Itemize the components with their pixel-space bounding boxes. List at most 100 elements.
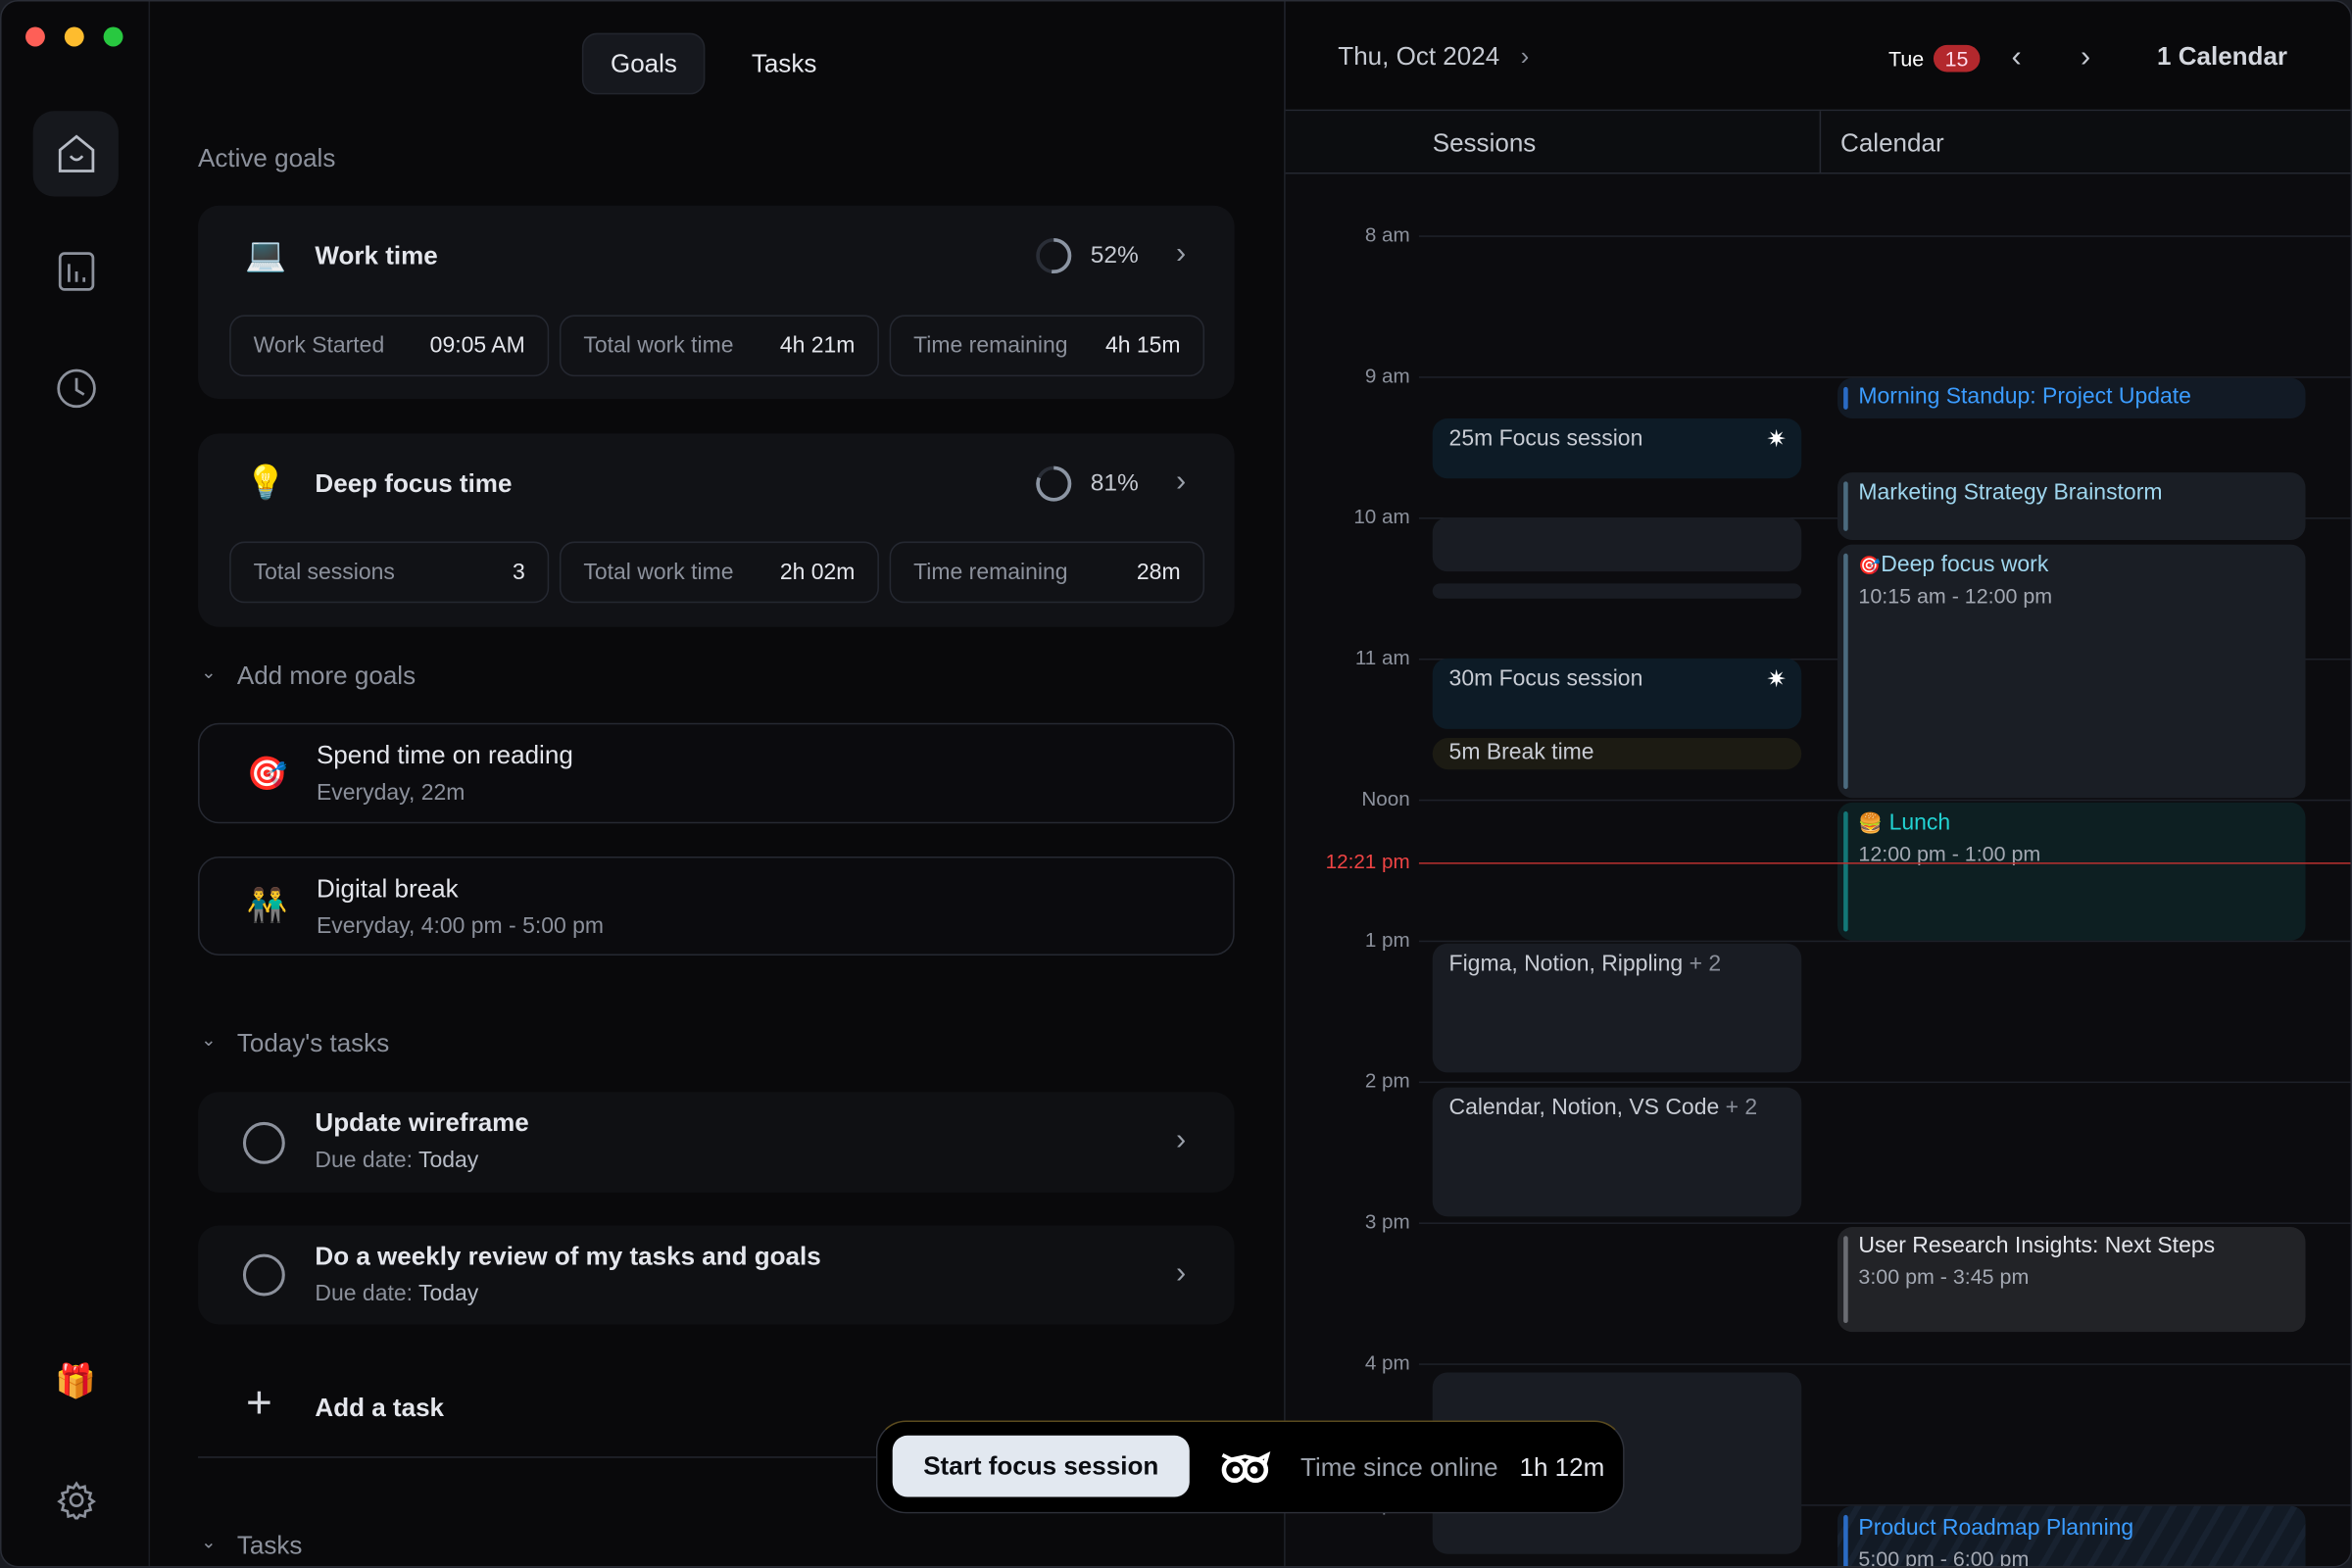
- add-task-button[interactable]: + Add a task: [198, 1378, 648, 1436]
- prev-day-button[interactable]: ‹: [2011, 40, 2022, 74]
- progress-percent: 81%: [1090, 470, 1139, 497]
- tab-tasks[interactable]: Tasks: [751, 48, 817, 77]
- task-weekly-review[interactable]: Do a weekly review of my tasks and goals…: [198, 1225, 1235, 1325]
- goal-subtitle: Everyday, 22m: [316, 779, 466, 806]
- gear-icon: [56, 1480, 96, 1519]
- chevron-right-icon[interactable]: ›: [1175, 236, 1187, 270]
- chevron-down-icon[interactable]: ⌄: [201, 1531, 217, 1553]
- stat-total-sessions: Total sessions 3: [229, 541, 550, 604]
- online-label: Time since online: [1300, 1453, 1498, 1483]
- active-goals-heading: Active goals: [198, 143, 336, 173]
- tasks-heading[interactable]: Tasks: [236, 1531, 303, 1560]
- divider: [1819, 111, 1822, 173]
- hour-label: 2 pm: [1364, 1069, 1410, 1093]
- sidebar-item-home[interactable]: [32, 111, 119, 197]
- suggested-goal-digital-break[interactable]: 👬 Digital break Everyday, 4:00 pm - 5:00…: [198, 856, 1235, 956]
- hour-label: 3 pm: [1364, 1210, 1410, 1234]
- event-user-research[interactable]: User Research Insights: Next Steps 3:00 p…: [1837, 1227, 2306, 1333]
- sparkle-icon: ✷: [1766, 667, 1787, 694]
- hour-line: [1418, 1363, 2351, 1365]
- progress-ring: [1036, 237, 1072, 273]
- task-title: Do a weekly review of my tasks and goals: [315, 1242, 821, 1271]
- laptop-icon: 💻: [244, 235, 286, 273]
- tab-goals[interactable]: Goals: [581, 32, 707, 95]
- maximize-window-button[interactable]: [103, 26, 123, 47]
- clock-icon: [56, 368, 96, 408]
- event-lunch[interactable]: 🍔 Lunch 12:00 pm - 1:00 pm: [1837, 802, 2306, 941]
- home-icon: [58, 133, 94, 172]
- session-block[interactable]: [1432, 583, 1802, 599]
- task-update-wireframe[interactable]: Update wireframe Due date: Today ›: [198, 1092, 1235, 1193]
- day-badge: 15: [1933, 44, 1981, 73]
- session-block[interactable]: [1432, 517, 1802, 572]
- add-more-goals-heading[interactable]: Add more goals: [236, 661, 416, 691]
- settings-button[interactable]: [33, 1456, 119, 1542]
- hour-line: [1418, 376, 2351, 378]
- session-focus-30m[interactable]: 30m Focus session ✷: [1432, 658, 1802, 729]
- suggested-goal-reading[interactable]: 🎯 Spend time on reading Everyday, 22m: [198, 722, 1235, 824]
- chevron-right-icon[interactable]: ›: [1175, 465, 1187, 499]
- goal-card-deep-focus[interactable]: 💡 Deep focus time 81% › Total sessions 3 …: [198, 433, 1235, 627]
- hour-label: 9 am: [1364, 364, 1410, 387]
- session-apps[interactable]: Figma, Notion, Rippling + 2: [1432, 943, 1802, 1073]
- column-sessions: Sessions: [1432, 128, 1537, 158]
- goal-title: Deep focus time: [315, 469, 513, 499]
- date-picker[interactable]: Thu, Oct 2024 ›: [1338, 41, 1530, 71]
- session-break[interactable]: 5m Break time: [1432, 738, 1802, 770]
- event-product-roadmap[interactable]: Product Roadmap Planning 5:00 pm - 6:00 p…: [1837, 1505, 2306, 1566]
- chevron-right-icon[interactable]: ›: [1175, 1123, 1187, 1157]
- today-button[interactable]: Tue 15: [1888, 44, 1981, 73]
- sparkle-icon: ✷: [1766, 427, 1787, 454]
- gift-icon: 🎁: [55, 1361, 97, 1399]
- hour-line: [1418, 1504, 2351, 1506]
- hour-line: [1418, 1081, 2351, 1084]
- goal-card-work-time[interactable]: 💻 Work time 52% › Work Started 09:05 AM T…: [198, 205, 1235, 400]
- close-window-button[interactable]: [25, 26, 45, 47]
- plus-icon: +: [246, 1378, 272, 1429]
- chevron-down-icon[interactable]: ⌄: [201, 1028, 217, 1051]
- owl-icon: [1221, 1451, 1271, 1483]
- hour-line: [1418, 235, 2351, 237]
- pane-divider: [1284, 1, 1286, 1566]
- add-task-label: Add a task: [315, 1393, 445, 1423]
- gift-button[interactable]: 🎁: [33, 1338, 119, 1423]
- focus-bar: Start focus session Time since online 1h…: [875, 1420, 1625, 1514]
- sidebar-item-stats[interactable]: [33, 228, 119, 314]
- divider: [198, 1456, 1235, 1458]
- target-icon: 🎯: [246, 754, 288, 793]
- hour-line: [1418, 940, 2351, 943]
- chevron-down-icon[interactable]: ⌄: [201, 661, 217, 683]
- event-deep-focus-work[interactable]: 🎯Deep focus work 10:15 am - 12:00 pm: [1837, 544, 2306, 799]
- hour-label: Noon: [1361, 787, 1410, 810]
- goal-title: Digital break: [316, 874, 459, 904]
- session-apps[interactable]: Calendar, Notion, VS Code + 2: [1432, 1087, 1802, 1217]
- task-due: Due date: Today: [315, 1281, 479, 1307]
- todays-tasks-heading[interactable]: Today's tasks: [236, 1028, 390, 1058]
- sidebar-item-history[interactable]: [33, 345, 119, 430]
- start-focus-session-button[interactable]: Start focus session: [892, 1435, 1190, 1497]
- calendars-selector[interactable]: 1 Calendar: [2157, 41, 2288, 71]
- event-morning-standup[interactable]: Morning Standup: Project Update: [1837, 377, 2306, 419]
- task-due: Due date: Today: [315, 1147, 479, 1173]
- session-focus-25m[interactable]: 25m Focus session ✷: [1432, 418, 1802, 479]
- current-time-line: [1418, 862, 2351, 864]
- sidebar: 🎁: [2, 1, 151, 1566]
- progress-percent: 52%: [1090, 242, 1139, 269]
- next-day-button[interactable]: ›: [2080, 40, 2091, 74]
- goal-subtitle: Everyday, 4:00 pm - 5:00 pm: [316, 913, 605, 940]
- column-calendar: Calendar: [1840, 128, 1944, 158]
- minimize-window-button[interactable]: [64, 26, 84, 47]
- hour-line: [1418, 1222, 2351, 1224]
- chevron-right-icon[interactable]: ›: [1175, 1256, 1187, 1291]
- task-checkbox[interactable]: [242, 1121, 285, 1164]
- event-marketing-brainstorm[interactable]: Marketing Strategy Brainstorm: [1837, 472, 2306, 541]
- people-icon: 👬: [246, 886, 288, 924]
- task-checkbox[interactable]: [242, 1253, 285, 1297]
- hour-label: 10 am: [1353, 505, 1410, 528]
- current-time-label: 12:21 pm: [1325, 850, 1410, 873]
- divider: [1285, 172, 2351, 174]
- online-value: 1h 12m: [1519, 1453, 1605, 1483]
- divider: [1285, 109, 2351, 112]
- progress-ring: [1036, 466, 1072, 502]
